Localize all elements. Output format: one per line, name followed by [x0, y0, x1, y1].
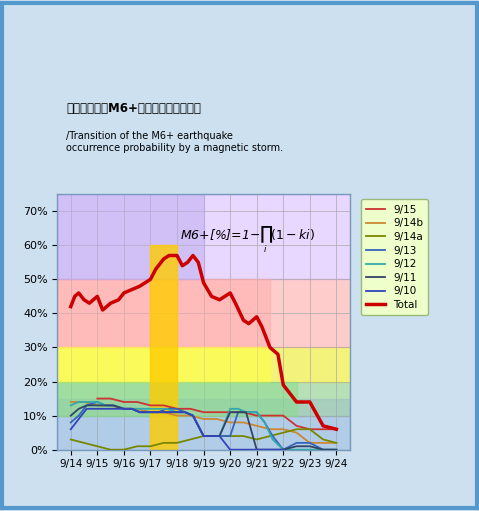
Bar [57, 382, 350, 415]
Bar [57, 280, 350, 347]
Bar [57, 194, 350, 280]
Legend: 9/15, 9/14b, 9/14a, 9/13, 9/12, 9/11, 9/10, Total: 9/15, 9/14b, 9/14a, 9/13, 9/12, 9/11, 9/… [361, 199, 428, 315]
Text: $\mathit{M}$6+[%]=1$-\prod_i(1-ki)$: $\mathit{M}$6+[%]=1$-\prod_i(1-ki)$ [180, 225, 315, 255]
Bar [57, 347, 350, 382]
Bar [57, 415, 350, 450]
